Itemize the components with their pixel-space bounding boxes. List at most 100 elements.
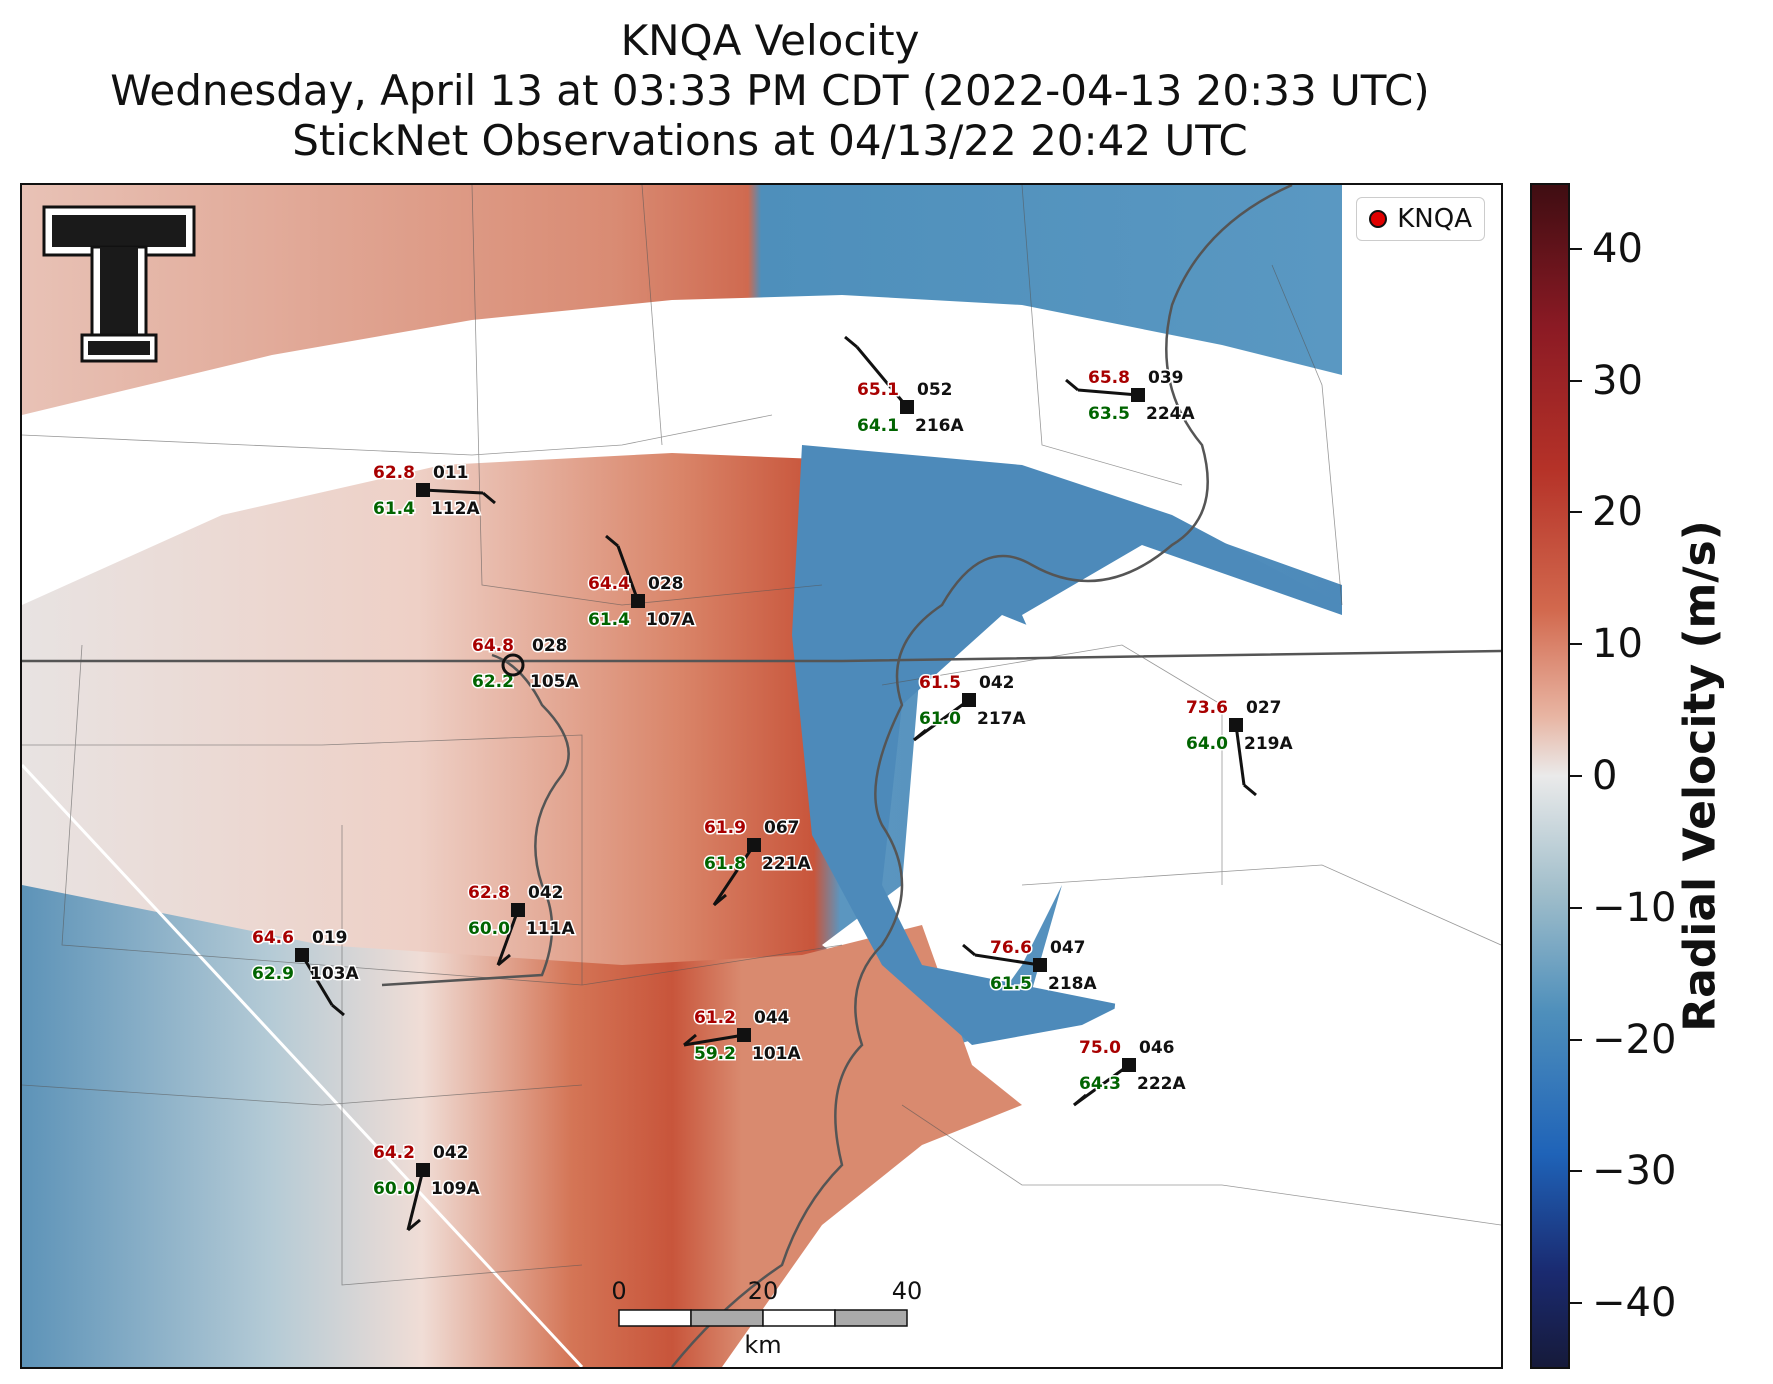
station-marker — [416, 483, 430, 497]
station-marker — [900, 400, 914, 414]
river-boundary — [671, 185, 1293, 1367]
station-wind-direction: 028 — [648, 574, 684, 594]
ttu-double-t-logo — [42, 205, 196, 363]
colorbar-tick — [1570, 775, 1582, 777]
station-dewpoint: 61.0 — [919, 709, 961, 729]
station-marker — [416, 1163, 430, 1177]
station-id: 111A — [526, 919, 575, 939]
wind-barb — [406, 1169, 425, 1231]
station-id: 103A — [310, 964, 359, 984]
colorbar-tick — [1570, 1302, 1582, 1305]
radar-site-legend-icon — [1369, 210, 1388, 228]
station-dewpoint: 64.0 — [1186, 734, 1228, 754]
station-marker — [1033, 958, 1047, 972]
station-temperature: 61.5 — [919, 673, 961, 693]
river-boundary-west — [381, 653, 570, 987]
colorbar-tick-label: −30 — [1592, 1148, 1677, 1195]
colorbar-tick — [1570, 643, 1582, 646]
colorbar-tick-label: 20 — [1592, 489, 1643, 536]
colorbar-tick — [1570, 906, 1582, 909]
station-dewpoint: 61.4 — [588, 610, 630, 630]
scale-unit: km — [744, 1331, 781, 1359]
station-temperature: 64.2 — [373, 1143, 415, 1163]
no-data-northeast — [1342, 185, 1501, 1367]
colorbar-tick-label: −20 — [1592, 1016, 1677, 1063]
sticknet-station[interactable]: 61.9 067 61.8 221A — [703, 817, 813, 907]
station-wind-direction: 011 — [433, 463, 469, 483]
colorbar-title: Radial Velocity (m/s) — [1674, 520, 1726, 1032]
station-temperature: 62.8 — [468, 883, 510, 903]
legend: KNQA — [1356, 197, 1485, 241]
station-dewpoint: 61.8 — [704, 854, 746, 874]
station-id: 224A — [1146, 404, 1195, 424]
scale-bar: 0 20 40 km — [611, 1277, 922, 1359]
wind-barb-flag — [962, 943, 976, 957]
radar-map[interactable]: 65.1 052 64.1 216A 65.8 039 63.5 224A 62.8 011 61.… — [20, 183, 1503, 1369]
station-id: 101A — [752, 1044, 801, 1064]
wind-barb — [422, 488, 484, 495]
station-temperature: 61.2 — [694, 1008, 736, 1028]
station-dewpoint: 63.5 — [1088, 404, 1130, 424]
wind-barb — [1234, 724, 1246, 786]
radar-velocity-field: 65.1 052 64.1 216A 65.8 039 63.5 224A 62.8 011 61.… — [22, 185, 1501, 1367]
station-marker — [962, 693, 976, 707]
station-temperature: 65.1 — [857, 380, 899, 400]
station-dewpoint: 59.2 — [694, 1044, 736, 1064]
title-line-3: StickNet Observations at 04/13/22 20:42 … — [292, 116, 1248, 165]
colorbar-tick-label: 0 — [1592, 753, 1618, 799]
wind-barb-flag — [1065, 378, 1079, 392]
station-wind-direction: 042 — [433, 1143, 469, 1163]
sticknet-station[interactable]: 64.8 028 62.2 105A — [471, 635, 581, 694]
station-wind-direction: 027 — [1246, 698, 1282, 718]
wind-barb-flag — [605, 534, 619, 548]
station-id: 217A — [977, 709, 1026, 729]
colorbar-tick — [1570, 511, 1582, 514]
station-temperature: 61.9 — [704, 818, 746, 838]
wind-barb-flag — [331, 1003, 345, 1017]
station-temperature: 62.8 — [373, 463, 415, 483]
station-id: 216A — [915, 416, 964, 436]
sticknet-station[interactable]: 61.2 044 59.2 101A — [683, 1007, 803, 1066]
sticknet-station[interactable]: 76.6 047 61.5 218A — [962, 937, 1099, 996]
wind-barb — [974, 953, 1041, 967]
radar-site-marker[interactable] — [501, 653, 525, 677]
velocity-band-north — [22, 185, 1342, 415]
station-marker — [747, 838, 761, 852]
sticknet-station[interactable]: 64.6 019 62.9 103A — [251, 927, 361, 1017]
station-dewpoint: 60.0 — [373, 1179, 415, 1199]
station-wind-direction: 044 — [754, 1008, 790, 1028]
station-dewpoint: 60.0 — [468, 919, 510, 939]
legend-label: KNQA — [1397, 204, 1472, 234]
sticknet-station[interactable]: 62.8 011 61.4 112A — [372, 462, 496, 521]
no-data-arc — [22, 384, 1342, 565]
wind-barb-flag — [482, 491, 496, 505]
station-id: 112A — [431, 499, 480, 519]
station-wind-direction: 028 — [532, 636, 568, 656]
station-dewpoint: 61.5 — [990, 974, 1032, 994]
sticknet-station[interactable]: 64.4 028 61.4 107A — [587, 534, 697, 632]
station-wind-direction: 039 — [1148, 368, 1184, 388]
sticknet-station[interactable]: 61.5 042 61.0 217A — [913, 672, 1028, 742]
sticknet-station[interactable]: 65.8 039 63.5 224A — [1065, 367, 1197, 426]
sticknet-station[interactable]: 62.8 042 60.0 111A — [467, 882, 577, 967]
sticknet-station[interactable]: 65.1 052 64.1 216A — [844, 335, 966, 438]
colorbar-tick-label: 30 — [1592, 357, 1643, 404]
station-marker — [1122, 1058, 1136, 1072]
wind-barb-flag — [407, 1218, 421, 1232]
station-marker — [511, 903, 525, 917]
colorbar-tick — [1570, 1038, 1582, 1041]
sticknet-station[interactable]: 73.6 027 64.0 219A — [1185, 697, 1295, 797]
station-wind-direction: 046 — [1139, 1038, 1175, 1058]
wind-barb-flag — [683, 1033, 697, 1047]
station-temperature: 73.6 — [1186, 698, 1228, 718]
scale-tick-0: 0 — [611, 1277, 626, 1305]
scale-tick-20: 20 — [748, 1277, 779, 1305]
station-id: 219A — [1244, 734, 1293, 754]
wind-barb — [855, 346, 909, 408]
station-id: 107A — [646, 610, 695, 630]
sticknet-station[interactable]: 64.2 042 60.0 109A — [372, 1142, 482, 1232]
wind-barb — [616, 545, 640, 602]
wind-barb-flag — [713, 893, 727, 907]
sticknet-station[interactable]: 75.0 046 64.3 222A — [1073, 1037, 1188, 1107]
wind-barb — [712, 844, 756, 906]
